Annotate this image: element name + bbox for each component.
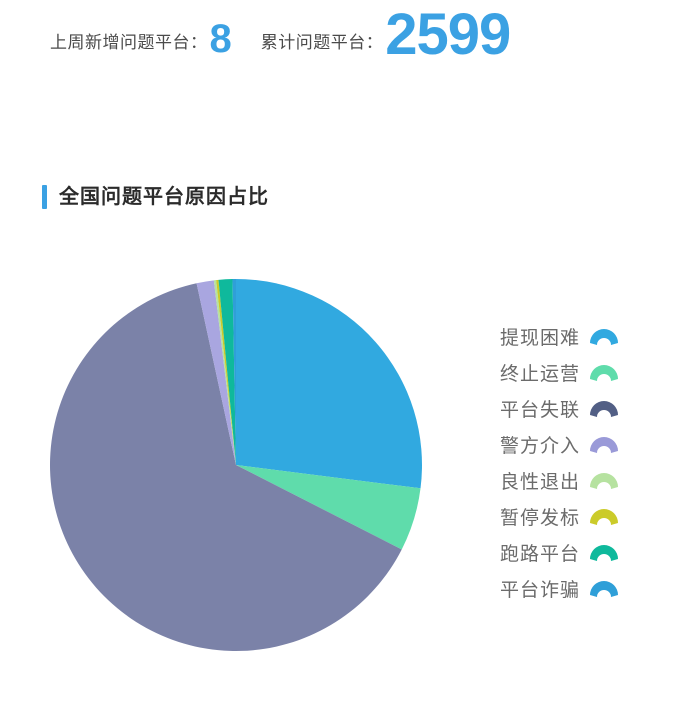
summary-stats-row: 上周新增问题平台： 8 累计问题平台： 2599 [0, 0, 684, 100]
legend-label-6: 跑路平台 [500, 543, 581, 565]
pie-slice-暂停发标[interactable] [216, 279, 236, 465]
pie-slice-平台失联[interactable] [50, 283, 402, 652]
stat-new-problem-platforms: 上周新增问题平台： 8 [50, 15, 232, 59]
legend-swatch-icon-6 [590, 545, 619, 561]
legend-swatch-icon-4 [590, 473, 619, 489]
legend-item-2[interactable]: 平台失联 [500, 392, 660, 428]
legend-item-3[interactable]: 警方介入 [500, 428, 660, 464]
legend-swatch-icon-1 [590, 365, 619, 381]
legend-label-4: 良性退出 [500, 471, 581, 493]
legend-label-3: 警方介入 [500, 435, 581, 457]
legend-swatch-icon-5 [590, 509, 619, 525]
legend-swatch-icon-0 [590, 329, 619, 345]
pie-slice-终止运营[interactable] [236, 465, 421, 550]
section-accent-bar [42, 185, 47, 209]
stat-total-problem-platforms: 累计问题平台： 2599 [260, 0, 512, 64]
pie-slice-跑路平台[interactable] [218, 279, 237, 465]
legend-label-7: 平台诈骗 [500, 579, 581, 601]
pie-chart-area [0, 250, 684, 670]
pie-chart-svg [50, 278, 422, 652]
page-title: 全国问题平台原因占比 [59, 186, 269, 208]
legend-item-4[interactable]: 良性退出 [500, 464, 660, 500]
stat-label-new: 上周新增问题平台： [50, 33, 208, 52]
chart-legend: 提现困难 终止运营 平台失联 警方介入 良性退出 暂停发标 跑路平台 [500, 320, 660, 608]
legend-item-5[interactable]: 暂停发标 [500, 500, 660, 536]
pie-slice-group [50, 278, 422, 652]
stat-value-total: 2599 [385, 2, 511, 67]
pie-slice-平台诈骗[interactable] [232, 278, 236, 465]
pie-slice-提现困难[interactable] [236, 279, 422, 489]
legend-item-7[interactable]: 平台诈骗 [500, 572, 660, 608]
stat-value-new: 8 [209, 17, 232, 61]
legend-item-6[interactable]: 跑路平台 [500, 536, 660, 572]
pie-slice-良性退出[interactable] [213, 280, 236, 465]
legend-label-5: 暂停发标 [500, 507, 581, 529]
stat-label-total: 累计问题平台： [260, 33, 384, 52]
legend-swatch-icon-7 [590, 581, 619, 597]
section-header: 全国问题平台原因占比 [42, 183, 269, 211]
legend-swatch-icon-2 [590, 401, 619, 417]
pie-slice-警方介入[interactable] [196, 280, 236, 465]
legend-swatch-icon-3 [590, 437, 619, 453]
legend-item-0[interactable]: 提现困难 [500, 320, 660, 356]
legend-label-0: 提现困难 [500, 327, 581, 349]
legend-label-1: 终止运营 [500, 363, 581, 385]
legend-item-1[interactable]: 终止运营 [500, 356, 660, 392]
legend-label-2: 平台失联 [500, 399, 581, 421]
